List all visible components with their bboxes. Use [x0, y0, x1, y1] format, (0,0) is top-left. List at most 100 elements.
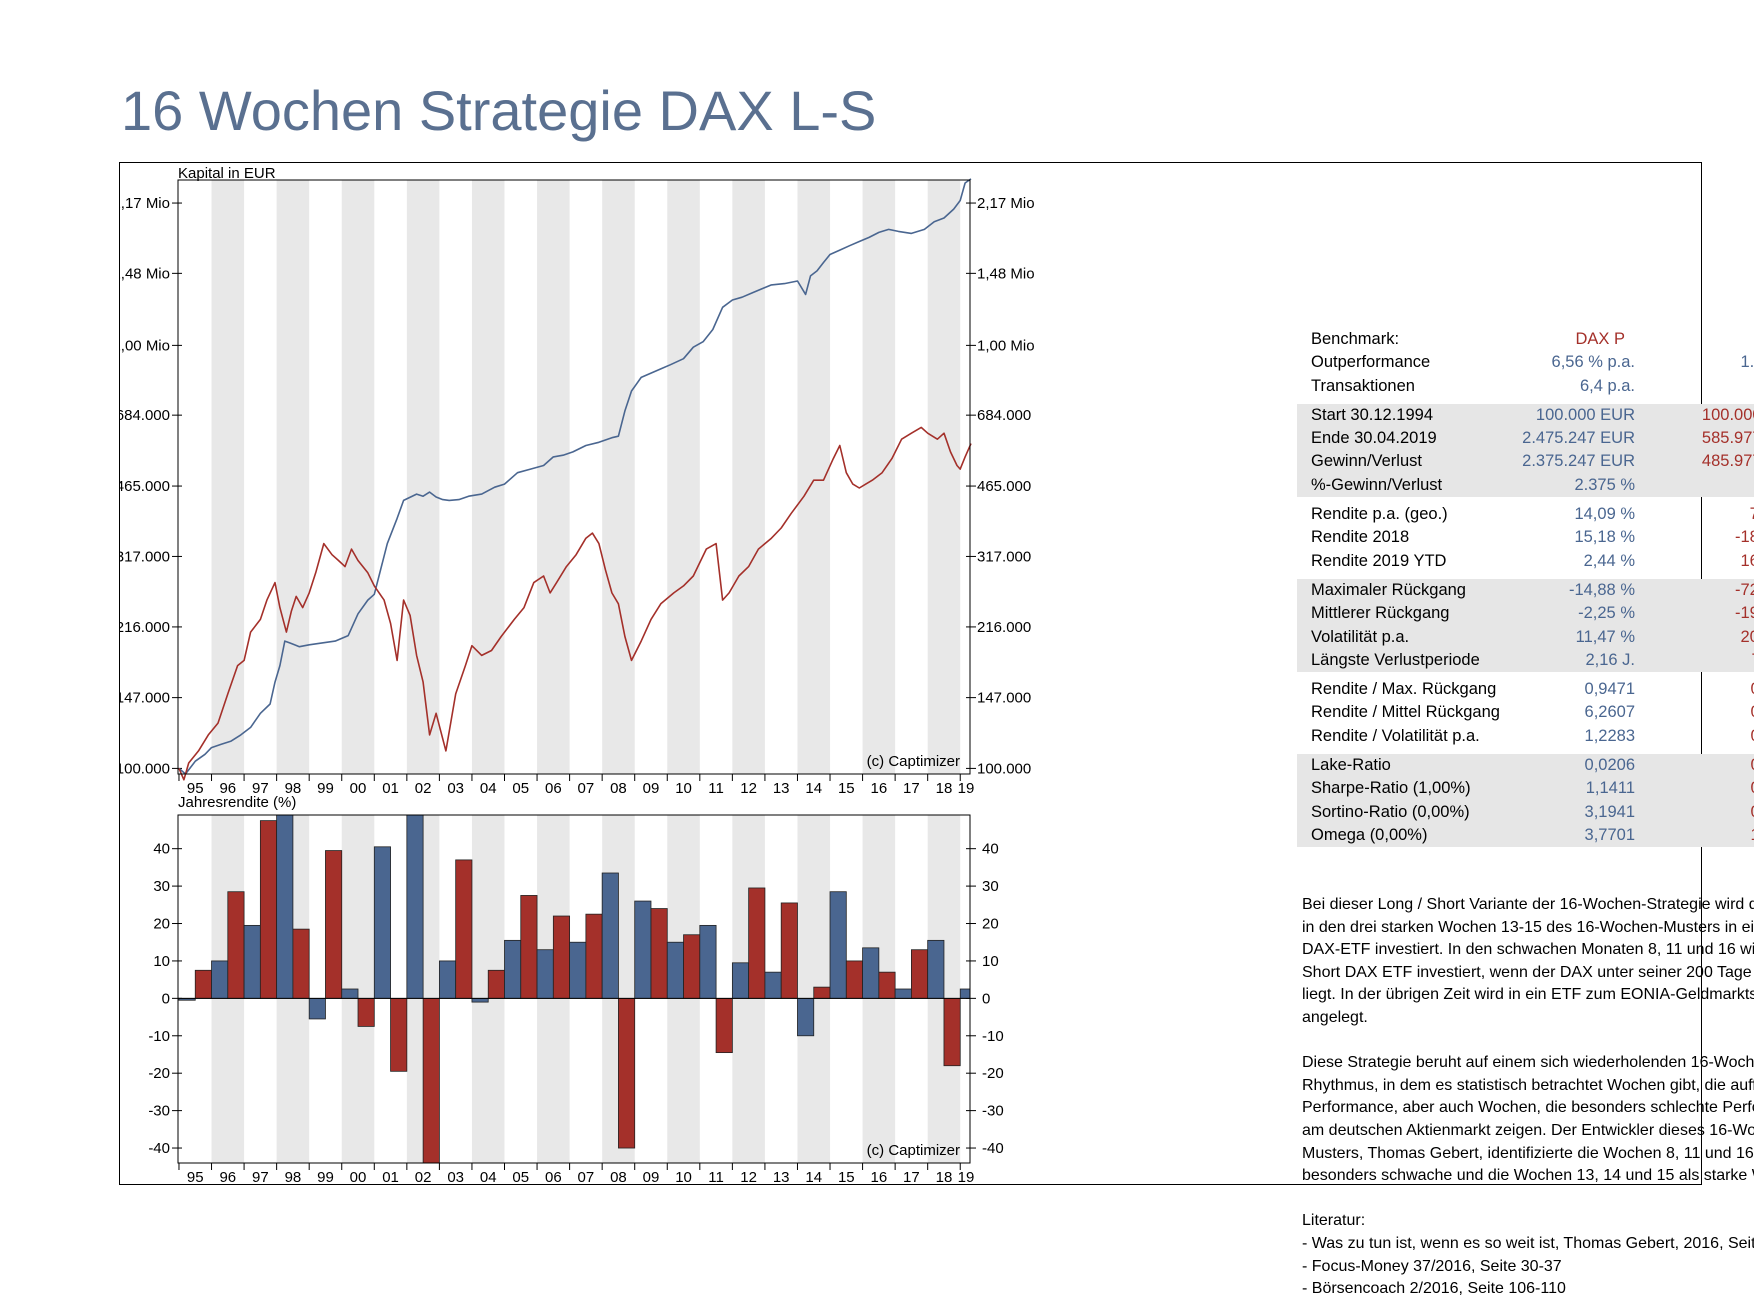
bar	[390, 997, 408, 1072]
stat-value-benchmark: 0,2522	[1751, 754, 1754, 777]
x-tick-label: 14	[805, 780, 822, 797]
year-band	[732, 180, 765, 774]
stat-row: Rendite / Volatilität p.a. 1,2283 0,3608	[1297, 725, 1754, 748]
stats-table: Benchmark: DAX P Outperformance 6,56 % p.…	[1297, 328, 1754, 848]
x-tick-label: 04	[480, 780, 497, 797]
stat-value-strategy: 6,4 p.a.	[1579, 376, 1635, 395]
literature-item: - Focus-Money 37/2016, Seite 30-37	[1302, 1257, 1562, 1275]
stat-value-benchmark: -72,68 %	[1734, 580, 1754, 599]
bar	[471, 997, 489, 1003]
stat-value-benchmark: 0,3807	[1751, 701, 1754, 724]
stat-value-strategy: 3,1941	[1584, 802, 1635, 821]
y-tick-label-left: 30	[153, 878, 170, 895]
bar	[341, 988, 359, 999]
x-tick-label: 98	[285, 780, 302, 797]
bar	[211, 960, 229, 999]
stat-value-strategy: 1,2283	[1584, 726, 1635, 745]
stat-value-strategy: 100.000 EUR	[1535, 405, 1635, 424]
stat-label: Sharpe-Ratio (1,00%)	[1311, 779, 1471, 798]
year-band	[211, 180, 245, 774]
x-tick-label: 97	[252, 780, 269, 797]
y-tick-label-left: 147.000	[120, 690, 170, 707]
x-tick-label: 00	[350, 780, 367, 797]
stat-value-benchmark: 7,53 %	[1750, 503, 1754, 526]
bar	[552, 915, 571, 999]
y-tick-label-left: 216.000	[120, 619, 170, 636]
bar	[455, 859, 473, 999]
y-tick-label-right: 2,17 Mio	[977, 195, 1035, 212]
stat-value-strategy: 6,56 % p.a.	[1551, 353, 1635, 372]
stat-row: Start 30.12.1994 100.000 EUR 100.000 EUR	[1297, 404, 1754, 427]
stat-label: Outperformance	[1311, 353, 1431, 372]
bar	[683, 934, 701, 999]
stat-value-benchmark: 100.000 EUR	[1701, 405, 1754, 424]
stat-group: Rendite p.a. (geo.)14,09 %7,53 % Rendite …	[1297, 503, 1754, 573]
stat-value-strategy: 2.375.247 EUR	[1522, 452, 1635, 471]
y-tick-label-right: 100.000	[977, 760, 1031, 777]
x-tick-label: 15	[838, 1169, 855, 1186]
x-tick-label: 98	[285, 1169, 302, 1186]
y-tick-label-left: 20	[153, 916, 170, 933]
year-band	[276, 180, 310, 774]
series-line	[178, 178, 972, 775]
x-tick-label: 18	[936, 780, 953, 797]
y-tick-label-right: 10	[982, 953, 999, 970]
y-tick-label-left: 465.000	[120, 478, 170, 495]
plot-border	[177, 179, 971, 775]
stat-value-benchmark: 16,91 %	[1740, 551, 1754, 570]
stat-value-strategy: 11,47 %	[1575, 627, 1635, 646]
x-tick-label: 96	[219, 780, 236, 797]
bar	[748, 887, 766, 999]
stat-value-strategy: 2.475.247 EUR	[1522, 429, 1635, 448]
bar	[536, 949, 554, 999]
bar	[959, 988, 971, 999]
stat-row: Mittlerer Rückgang -2,25 % -19,79 %	[1297, 602, 1754, 625]
stat-label: Mittlerer Rückgang	[1311, 604, 1450, 623]
watermark: (c) Captimizer	[867, 753, 960, 770]
description-para-2: Diese Strategie beruht auf einem sich wi…	[1302, 1054, 1754, 1185]
bar	[894, 988, 912, 999]
stat-label: Lake-Ratio	[1311, 756, 1391, 775]
y-tick-label-right: -30	[982, 1103, 1004, 1120]
x-tick-label: 09	[643, 780, 660, 797]
bar	[504, 939, 522, 999]
stat-value-benchmark: -18,26 %	[1734, 528, 1754, 547]
x-tick-label: 10	[675, 780, 692, 797]
stat-value-benchmark: 585.977 EUR	[1701, 429, 1754, 448]
y-tick-label-left: 2,17 Mio	[120, 195, 170, 212]
bar	[943, 997, 961, 1067]
x-tick-label: 99	[317, 780, 334, 797]
x-tick-label: 95	[187, 1169, 204, 1186]
bar	[797, 997, 815, 1037]
x-tick-label: 17	[903, 1169, 920, 1186]
description-para-1: Bei dieser Long / Short Variante der 16-…	[1302, 896, 1754, 1026]
stat-row: Sortino-Ratio (0,00%) 3,1941 0,5257	[1297, 801, 1754, 824]
stat-value-strategy: 1,1411	[1585, 779, 1635, 798]
x-tick-label: 12	[740, 780, 757, 797]
bar	[585, 913, 603, 999]
stat-row: Rendite p.a. (geo.) 14,09 % 7,53 %	[1297, 503, 1754, 526]
bar	[764, 971, 782, 999]
bar	[878, 971, 896, 999]
y-tick-label-left: 40	[153, 841, 170, 858]
bar	[487, 969, 505, 999]
x-tick-label: 03	[447, 780, 464, 797]
series-line	[178, 426, 972, 781]
y-tick-label-right: 30	[982, 878, 999, 895]
x-tick-label: 15	[838, 780, 855, 797]
y-tick-label-left: 1,48 Mio	[120, 265, 170, 282]
x-tick-label: 13	[773, 1169, 790, 1186]
bar	[666, 941, 684, 999]
stat-row: Gewinn/Verlust 2.375.247 EUR 485.977 EUR	[1297, 450, 1754, 473]
year-band	[927, 180, 961, 774]
x-tick-label: 08	[610, 1169, 627, 1186]
stat-label: Rendite 2018	[1311, 528, 1410, 547]
y-tick-label-right: -40	[982, 1140, 1004, 1157]
plot-border	[177, 814, 971, 1164]
bar	[715, 997, 733, 1054]
y-tick-label-left: 1,00 Mio	[120, 337, 170, 354]
stat-row: Rendite / Mittel Rückgang 6,2607 0,3807	[1297, 701, 1754, 724]
y-tick-label-right: 465.000	[977, 478, 1031, 495]
